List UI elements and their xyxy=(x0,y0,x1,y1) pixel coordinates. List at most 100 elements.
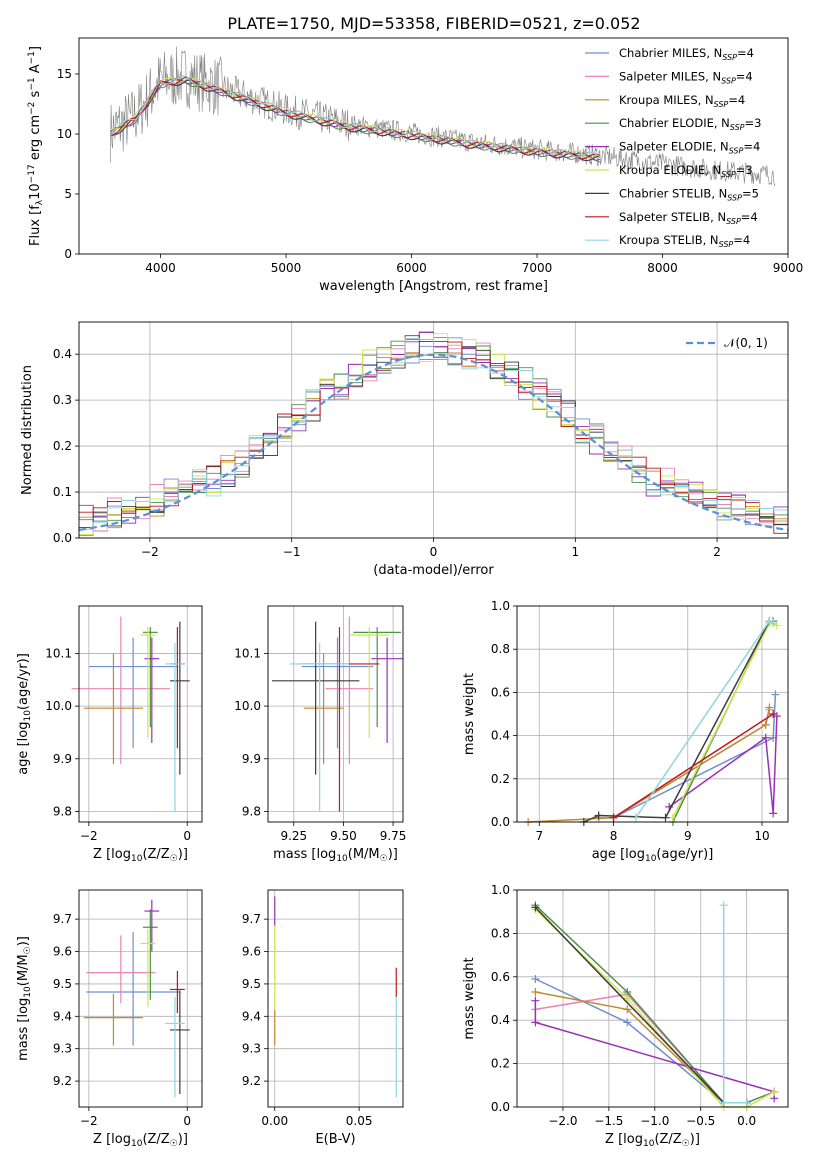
y-tick-label: 9.5 xyxy=(242,977,261,991)
x-tick-label: 0.00 xyxy=(261,1114,288,1128)
label-part: )] xyxy=(178,847,188,862)
label-part: Z [log xyxy=(93,847,131,862)
label-part: 10 xyxy=(645,854,657,864)
y-tick-label: 0.2 xyxy=(491,1057,510,1071)
residual-histogram xyxy=(79,338,788,530)
label-part: Normed distribution xyxy=(20,365,35,495)
x-tick-label: 10 xyxy=(754,829,769,843)
legend-subscript: SSP xyxy=(729,147,744,156)
x-tick-label: 8 xyxy=(610,829,618,843)
label-part: 10 xyxy=(643,1139,655,1149)
y-tick-label: 9.3 xyxy=(242,1042,261,1056)
x-tick-label: 5000 xyxy=(271,261,302,275)
weight-marker xyxy=(661,813,670,822)
label-part: age [log xyxy=(16,722,31,775)
y-tick-label: 0.1 xyxy=(53,485,72,499)
weight-marker xyxy=(531,903,540,912)
figure-title: PLATE=1750, MJD=53358, FIBERID=0521, z=0… xyxy=(227,14,640,33)
legend-text: Chabrier ELODIE, N xyxy=(619,116,730,130)
y-tick-label: 0.4 xyxy=(53,347,72,361)
x-axis-label: Z [log10(Z/Z☉)] xyxy=(93,847,188,864)
y-tick-label: 0.2 xyxy=(53,439,72,453)
legend-tail: =4 xyxy=(741,210,758,224)
weight-marker xyxy=(771,690,780,699)
y-tick-label: 9.7 xyxy=(53,912,72,926)
weight-marker xyxy=(531,987,540,996)
axes-frame xyxy=(78,321,789,539)
x-tick-label: −2.0 xyxy=(548,1114,577,1128)
weight-marker xyxy=(531,996,540,1005)
label-part: )] xyxy=(388,847,398,862)
x-tick-label: −2 xyxy=(80,829,98,843)
weight-marker xyxy=(531,1018,540,1027)
weight-marker xyxy=(761,733,770,742)
x-axis-label: wavelength [Angstrom, rest frame] xyxy=(319,279,548,294)
legend-subscript: SSP xyxy=(719,240,734,249)
y-axis-label: mass weight xyxy=(462,957,477,1039)
legend-entry: Kroupa STELIB, NSSP=4 xyxy=(619,233,750,249)
legend-text: Chabrier MILES, N xyxy=(619,46,722,60)
y-tick-label: 0.6 xyxy=(491,970,510,984)
weight-marker xyxy=(765,703,774,712)
legend-entry: Salpeter STELIB, NSSP=4 xyxy=(619,210,758,226)
legend-text: Chabrier STELIB, N xyxy=(619,186,727,200)
age-vs-metallicity-panel: −2 09.89.910.010.1Z [log10(Z/Z☉)]age [log… xyxy=(16,605,203,864)
observed-spectrum xyxy=(110,46,776,186)
axes-frame xyxy=(78,605,203,823)
weight-marker xyxy=(769,619,778,628)
weight-marker xyxy=(531,974,540,983)
y-tick-label: 9.4 xyxy=(242,1009,261,1023)
y-tick-label: 1.0 xyxy=(491,883,510,897)
x-axis-label: E(B-V) xyxy=(315,1132,355,1147)
label-part: s xyxy=(28,90,43,101)
weight-marker xyxy=(623,1018,632,1027)
x-tick-label: 7000 xyxy=(522,261,553,275)
x-tick-label: 6000 xyxy=(396,261,427,275)
label-part: Z [log xyxy=(605,1132,643,1147)
label-part: −1 xyxy=(27,51,37,64)
label-part: E(B-V) xyxy=(315,1132,355,1147)
label-part: (data-model)/error xyxy=(373,563,494,578)
x-tick-label: 0 xyxy=(183,1114,191,1128)
y-tick-label: 9.3 xyxy=(53,1042,72,1056)
x-axis-label: (data-model)/error xyxy=(373,563,494,578)
label-part: (age/yr)] xyxy=(16,653,31,710)
legend-tail: =5 xyxy=(742,186,759,200)
weight-marker xyxy=(623,994,632,1003)
weight-marker xyxy=(719,901,728,910)
label-part: (age/yr)] xyxy=(656,847,713,862)
legend-entry: Chabrier MILES, NSSP=4 xyxy=(619,46,754,62)
weight-marker xyxy=(772,621,781,630)
x-tick-label: 9.50 xyxy=(330,829,357,843)
y-tick-label: 0 xyxy=(64,247,72,261)
legend-entry: Kroupa MILES, NSSP=4 xyxy=(619,93,745,109)
label-part: (M/M xyxy=(16,954,31,986)
y-tick-label: 10.1 xyxy=(234,646,261,660)
legend-text: Salpeter ELODIE, N xyxy=(619,140,729,154)
label-part: −1 xyxy=(27,77,37,90)
label-part: ☉ xyxy=(682,1139,690,1149)
x-tick-label: −2 xyxy=(80,1114,98,1128)
label-part: mass weight xyxy=(462,957,477,1039)
y-tick-label: 1.0 xyxy=(491,599,510,613)
y-tick-label: 0.0 xyxy=(53,531,72,545)
y-tick-label: 0.4 xyxy=(491,1013,510,1027)
x-tick-label: 7 xyxy=(535,829,543,843)
label-part: mass weight xyxy=(462,673,477,755)
weight-marker xyxy=(631,813,640,822)
label-part: 10 xyxy=(28,183,43,200)
label-part: 10 xyxy=(131,1139,143,1149)
label-part: 10 xyxy=(23,710,33,722)
label-part: )] xyxy=(690,1132,700,1147)
y-tick-label: 0.0 xyxy=(491,1100,510,1114)
y-tick-label: 5 xyxy=(64,187,72,201)
weight-line xyxy=(668,716,778,814)
x-tick-label: 0.0 xyxy=(737,1114,756,1128)
x-tick-label: 2 xyxy=(713,545,721,559)
label-part: 10 xyxy=(23,986,33,998)
x-tick-label: −1.0 xyxy=(640,1114,669,1128)
weight-marker xyxy=(594,811,603,820)
y-tick-label: 10 xyxy=(57,127,72,141)
y-tick-label: 9.9 xyxy=(53,752,72,766)
legend-text: Kroupa MILES, N xyxy=(619,93,714,107)
